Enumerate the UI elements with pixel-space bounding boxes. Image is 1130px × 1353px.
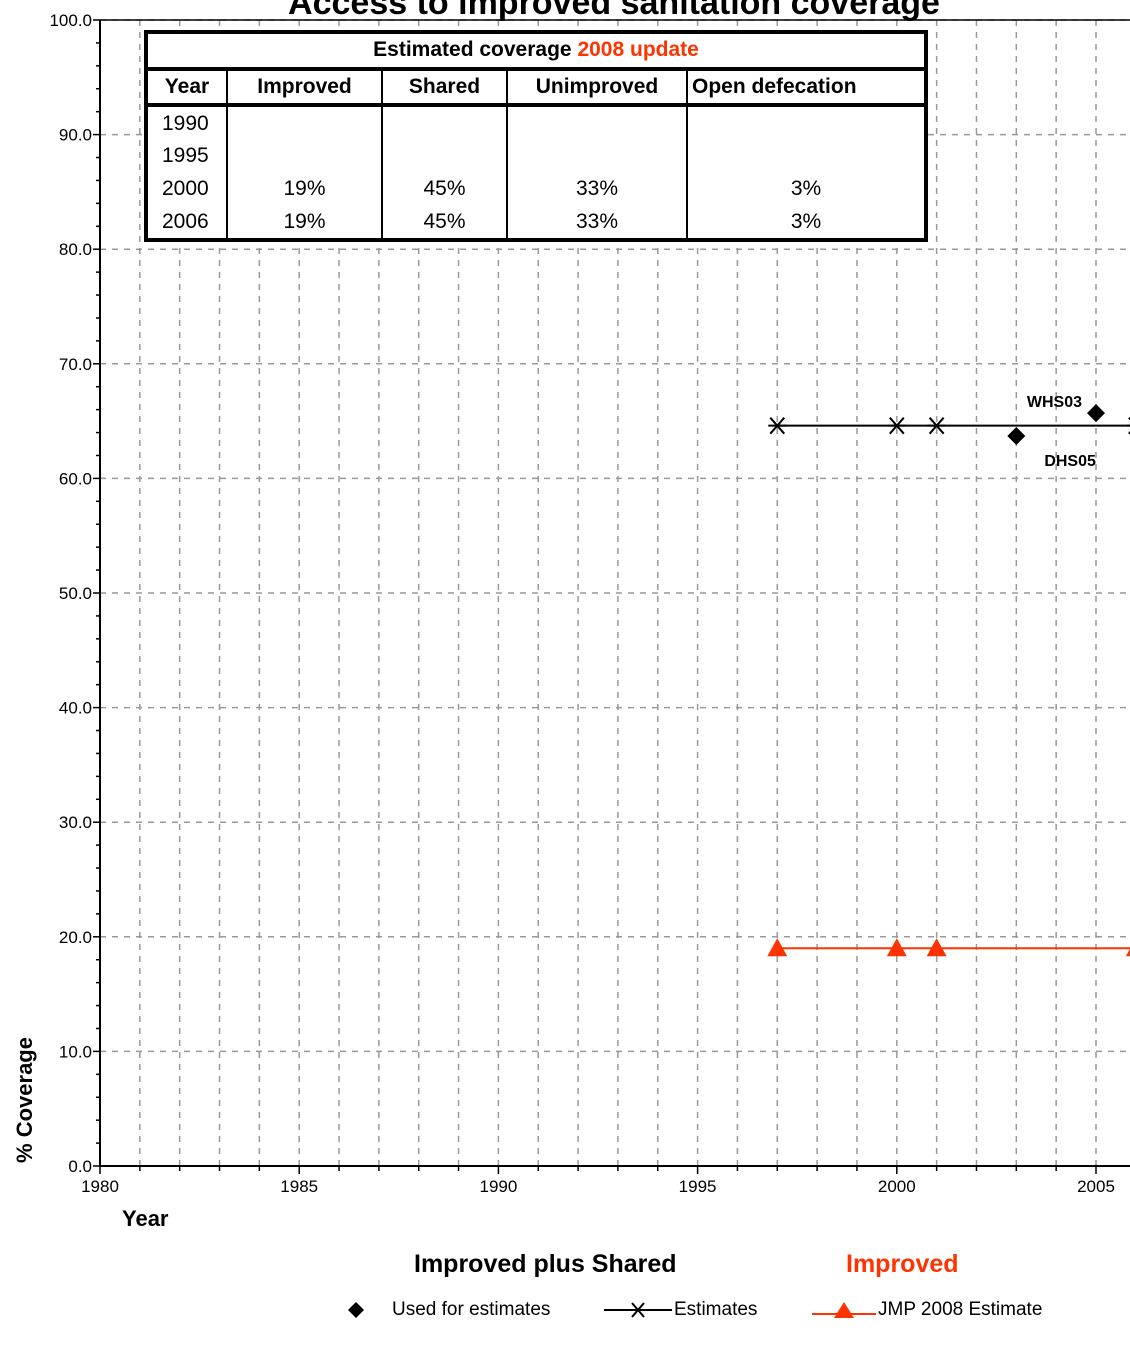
table-cell: 33% — [506, 172, 687, 206]
table-row: 1995 — [145, 140, 926, 173]
y-tick-label: 100.0 — [49, 11, 92, 30]
header-improved: Improved — [226, 68, 382, 108]
table-cell: 45% — [381, 172, 507, 206]
asterisk-stroke — [889, 417, 905, 435]
data-point-diamond — [1007, 426, 1026, 445]
header-unimproved: Unimproved — [506, 68, 687, 108]
table-cell: 19% — [226, 205, 382, 240]
legend-label: Estimates — [674, 1299, 758, 1320]
chart-marks: DHS05 WHS03 — [767, 394, 1130, 957]
table-cell — [506, 105, 687, 141]
table-cell — [226, 140, 382, 173]
table-cell: 19% — [226, 172, 382, 206]
table-cell: 2000 — [145, 172, 227, 206]
table-caption-text: Estimated coverage — [373, 38, 578, 62]
x-tick-labels: 1980 1985 1990 1995 2000 2005 — [81, 1177, 1115, 1196]
table-row: 2006 19% 45% 33% 3% — [145, 205, 926, 240]
x-tick-label: 1995 — [679, 1177, 717, 1196]
table-cell — [381, 140, 507, 173]
data-point-diamond — [1087, 404, 1105, 423]
table-caption: Estimated coverage 2008 update — [145, 32, 926, 71]
data-label: DHS05 — [1044, 453, 1096, 470]
diamond-icon — [348, 1302, 364, 1318]
series-jmp-2008-estimate — [767, 938, 1130, 957]
y-axis-label: % Coverage — [12, 1037, 37, 1163]
subtitle-improved: Improved — [846, 1250, 959, 1278]
data-point-asterisk — [887, 417, 906, 435]
x-tick-label: 2000 — [878, 1177, 916, 1196]
table-cell: 45% — [381, 205, 507, 240]
y-tick-label: 70.0 — [59, 355, 92, 374]
x-axis-label: Year — [122, 1206, 169, 1231]
table-row: 1990 — [145, 105, 926, 141]
y-tick-label: 50.0 — [59, 584, 92, 603]
coverage-table: Estimated coverage 2008 update Year Impr… — [144, 30, 928, 242]
table-cell: 2006 — [145, 205, 227, 240]
legend-label: JMP 2008 Estimate — [878, 1299, 1043, 1320]
data-label: WHS03 — [1027, 394, 1082, 411]
data-point-triangle — [926, 938, 947, 957]
y-tick-label: 20.0 — [59, 928, 92, 947]
table-cell — [686, 140, 926, 173]
table-cell — [226, 105, 382, 141]
table-cell — [686, 105, 926, 141]
data-point-triangle — [886, 938, 907, 957]
table-cell: 3% — [686, 205, 926, 240]
data-point-asterisk — [768, 417, 787, 435]
header-year: Year — [145, 68, 227, 108]
asterisk-stroke — [928, 417, 945, 435]
table-cell: 3% — [686, 172, 926, 206]
triangle-line-icon — [812, 1302, 876, 1318]
x-tick-label: 1980 — [81, 1177, 119, 1196]
data-point-asterisk — [927, 417, 946, 435]
y-tick-label: 10.0 — [59, 1042, 92, 1061]
table-cell — [381, 105, 507, 141]
legend-item-estimates: Estimates — [604, 1295, 757, 1325]
y-tick-labels: 0.0 10.0 20.0 30.0 40.0 50.0 60.0 70.0 80.0 90.0 1… — [49, 11, 92, 1176]
x-tick-label: 1990 — [479, 1177, 517, 1196]
table-cell: 1995 — [145, 140, 227, 173]
chart-title: Access to improved sanitation coverage — [288, 0, 940, 22]
y-tick-label: 0.0 — [68, 1157, 92, 1176]
header-shared: Shared — [381, 68, 507, 108]
y-tick-label: 60.0 — [59, 469, 92, 488]
asterisk-line-icon — [604, 1302, 672, 1318]
legend-item-jmp-2008-estimate: JMP 2008 Estimate — [812, 1295, 1042, 1325]
legend-label: Used for estimates — [392, 1299, 551, 1320]
table-cell — [506, 140, 687, 173]
axes — [93, 19, 1130, 1174]
table-cell: 33% — [506, 205, 687, 240]
data-point-triangle — [767, 938, 788, 957]
data-point-triangle — [1125, 948, 1130, 957]
table-cell: 1990 — [145, 105, 227, 141]
asterisk-stroke — [769, 417, 786, 435]
series-estimates — [768, 417, 1130, 435]
table-header-row: Year Improved Shared Unimproved Open def… — [145, 68, 926, 108]
table-row: 2000 19% 45% 33% 3% — [145, 172, 926, 206]
x-tick-label: 1985 — [280, 1177, 318, 1196]
x-tick-label: 2005 — [1077, 1177, 1115, 1196]
y-tick-label: 90.0 — [59, 126, 92, 145]
header-open-defecation: Open defecation — [686, 68, 926, 108]
y-tick-label: 80.0 — [59, 240, 92, 259]
table-caption-highlight: 2008 update — [577, 38, 699, 62]
legend-item-used-for-estimates: Used for estimates — [344, 1295, 550, 1325]
y-tick-label: 30.0 — [59, 813, 92, 832]
table-caption-row: Estimated coverage 2008 update — [145, 32, 926, 71]
subtitle-improved-plus-shared: Improved plus Shared — [414, 1250, 677, 1278]
series-used-for-estimates: DHS05 WHS03 — [1007, 394, 1105, 470]
y-tick-label: 40.0 — [59, 699, 92, 718]
